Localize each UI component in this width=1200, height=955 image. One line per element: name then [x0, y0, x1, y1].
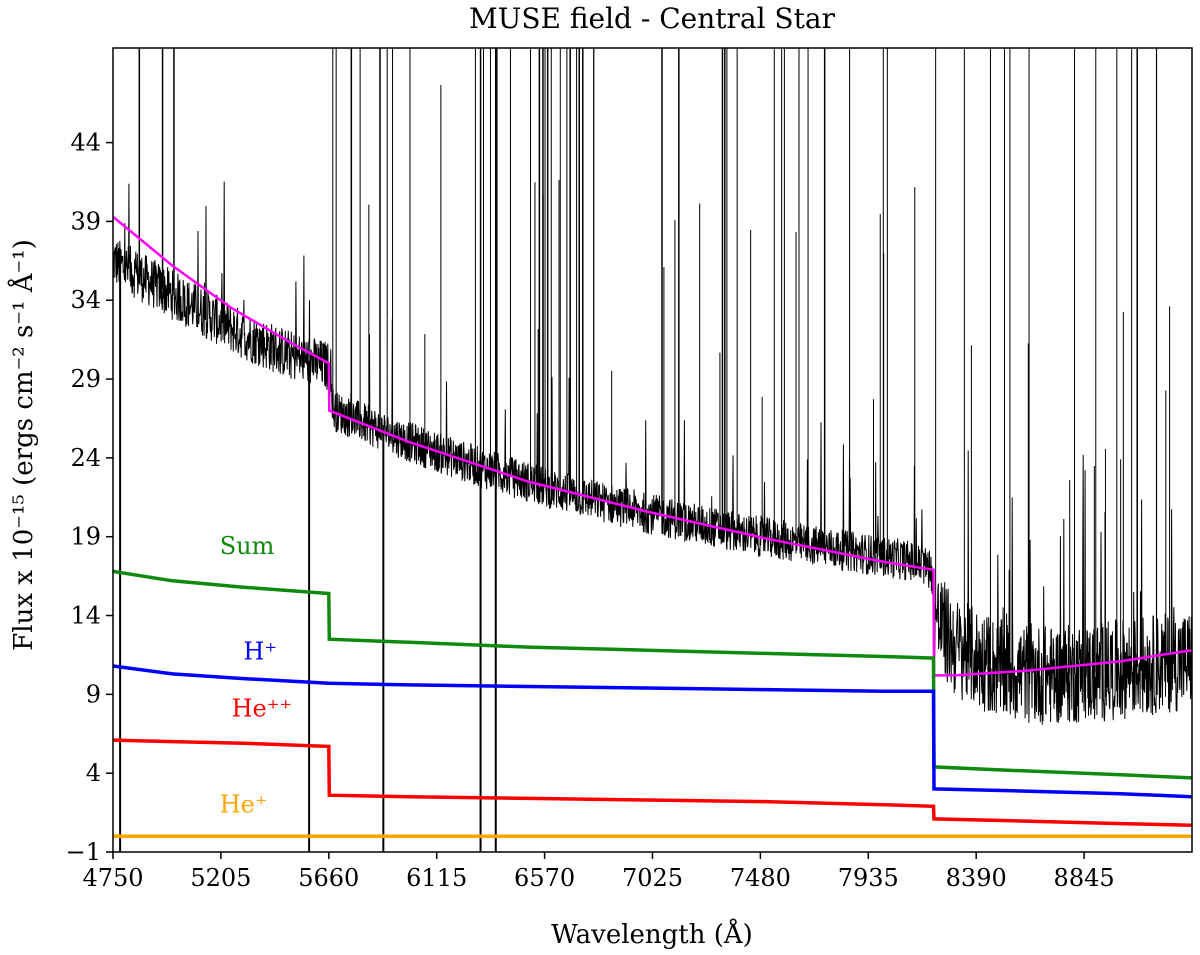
- x-tick-label: 7935: [838, 864, 899, 892]
- series-label: Sum: [220, 532, 275, 560]
- series-line-model-fit: [113, 215, 1192, 677]
- x-tick-label: 8845: [1054, 864, 1115, 892]
- series-labels: Sum H⁺ He⁺⁺ He⁺: [220, 532, 292, 819]
- x-tick-label: 5660: [298, 864, 359, 892]
- series-line-h: [113, 664, 1192, 799]
- x-tick-label: 6570: [514, 864, 575, 892]
- y-tick-label: 44: [70, 129, 101, 157]
- y-tick-label: 24: [70, 444, 101, 472]
- y-tick-label: −1: [66, 838, 101, 866]
- x-tick-label: 5205: [190, 864, 251, 892]
- observed-spectrum-line: [113, 181, 1192, 725]
- x-tick-label: 7025: [622, 864, 683, 892]
- y-tick-label: 39: [70, 207, 101, 235]
- y-tick-label: 9: [86, 680, 101, 708]
- series-label: H⁺: [243, 638, 277, 666]
- y-tick-label: 34: [70, 286, 101, 314]
- x-tick-label: 6115: [406, 864, 467, 892]
- plot-area: [113, 48, 1192, 852]
- series-line-he: [113, 738, 1192, 827]
- y-tick-label: 14: [70, 602, 101, 630]
- x-tick-label: 8390: [946, 864, 1007, 892]
- series-label: He⁺: [220, 791, 268, 819]
- x-tick-label: 4750: [82, 864, 143, 892]
- y-axis-label: Flux x 10⁻¹⁵ (ergs cm⁻² s⁻¹ Å⁻¹): [7, 239, 39, 651]
- chart-title: MUSE field - Central Star: [469, 2, 836, 35]
- x-tick-label: 7480: [730, 864, 791, 892]
- y-tick-label: 19: [70, 523, 101, 551]
- series-line-sum: [113, 569, 1192, 780]
- y-tick-label: 4: [86, 759, 101, 787]
- plot-frame: [112, 47, 1193, 853]
- series-label: He⁺⁺: [232, 694, 292, 722]
- y-tick-label: 29: [70, 365, 101, 393]
- x-axis-label: Wavelength (Å): [551, 918, 753, 950]
- axes: 4750 5205 5660 6115 6570 7025 7480 7935 8390 8845…: [66, 47, 1193, 892]
